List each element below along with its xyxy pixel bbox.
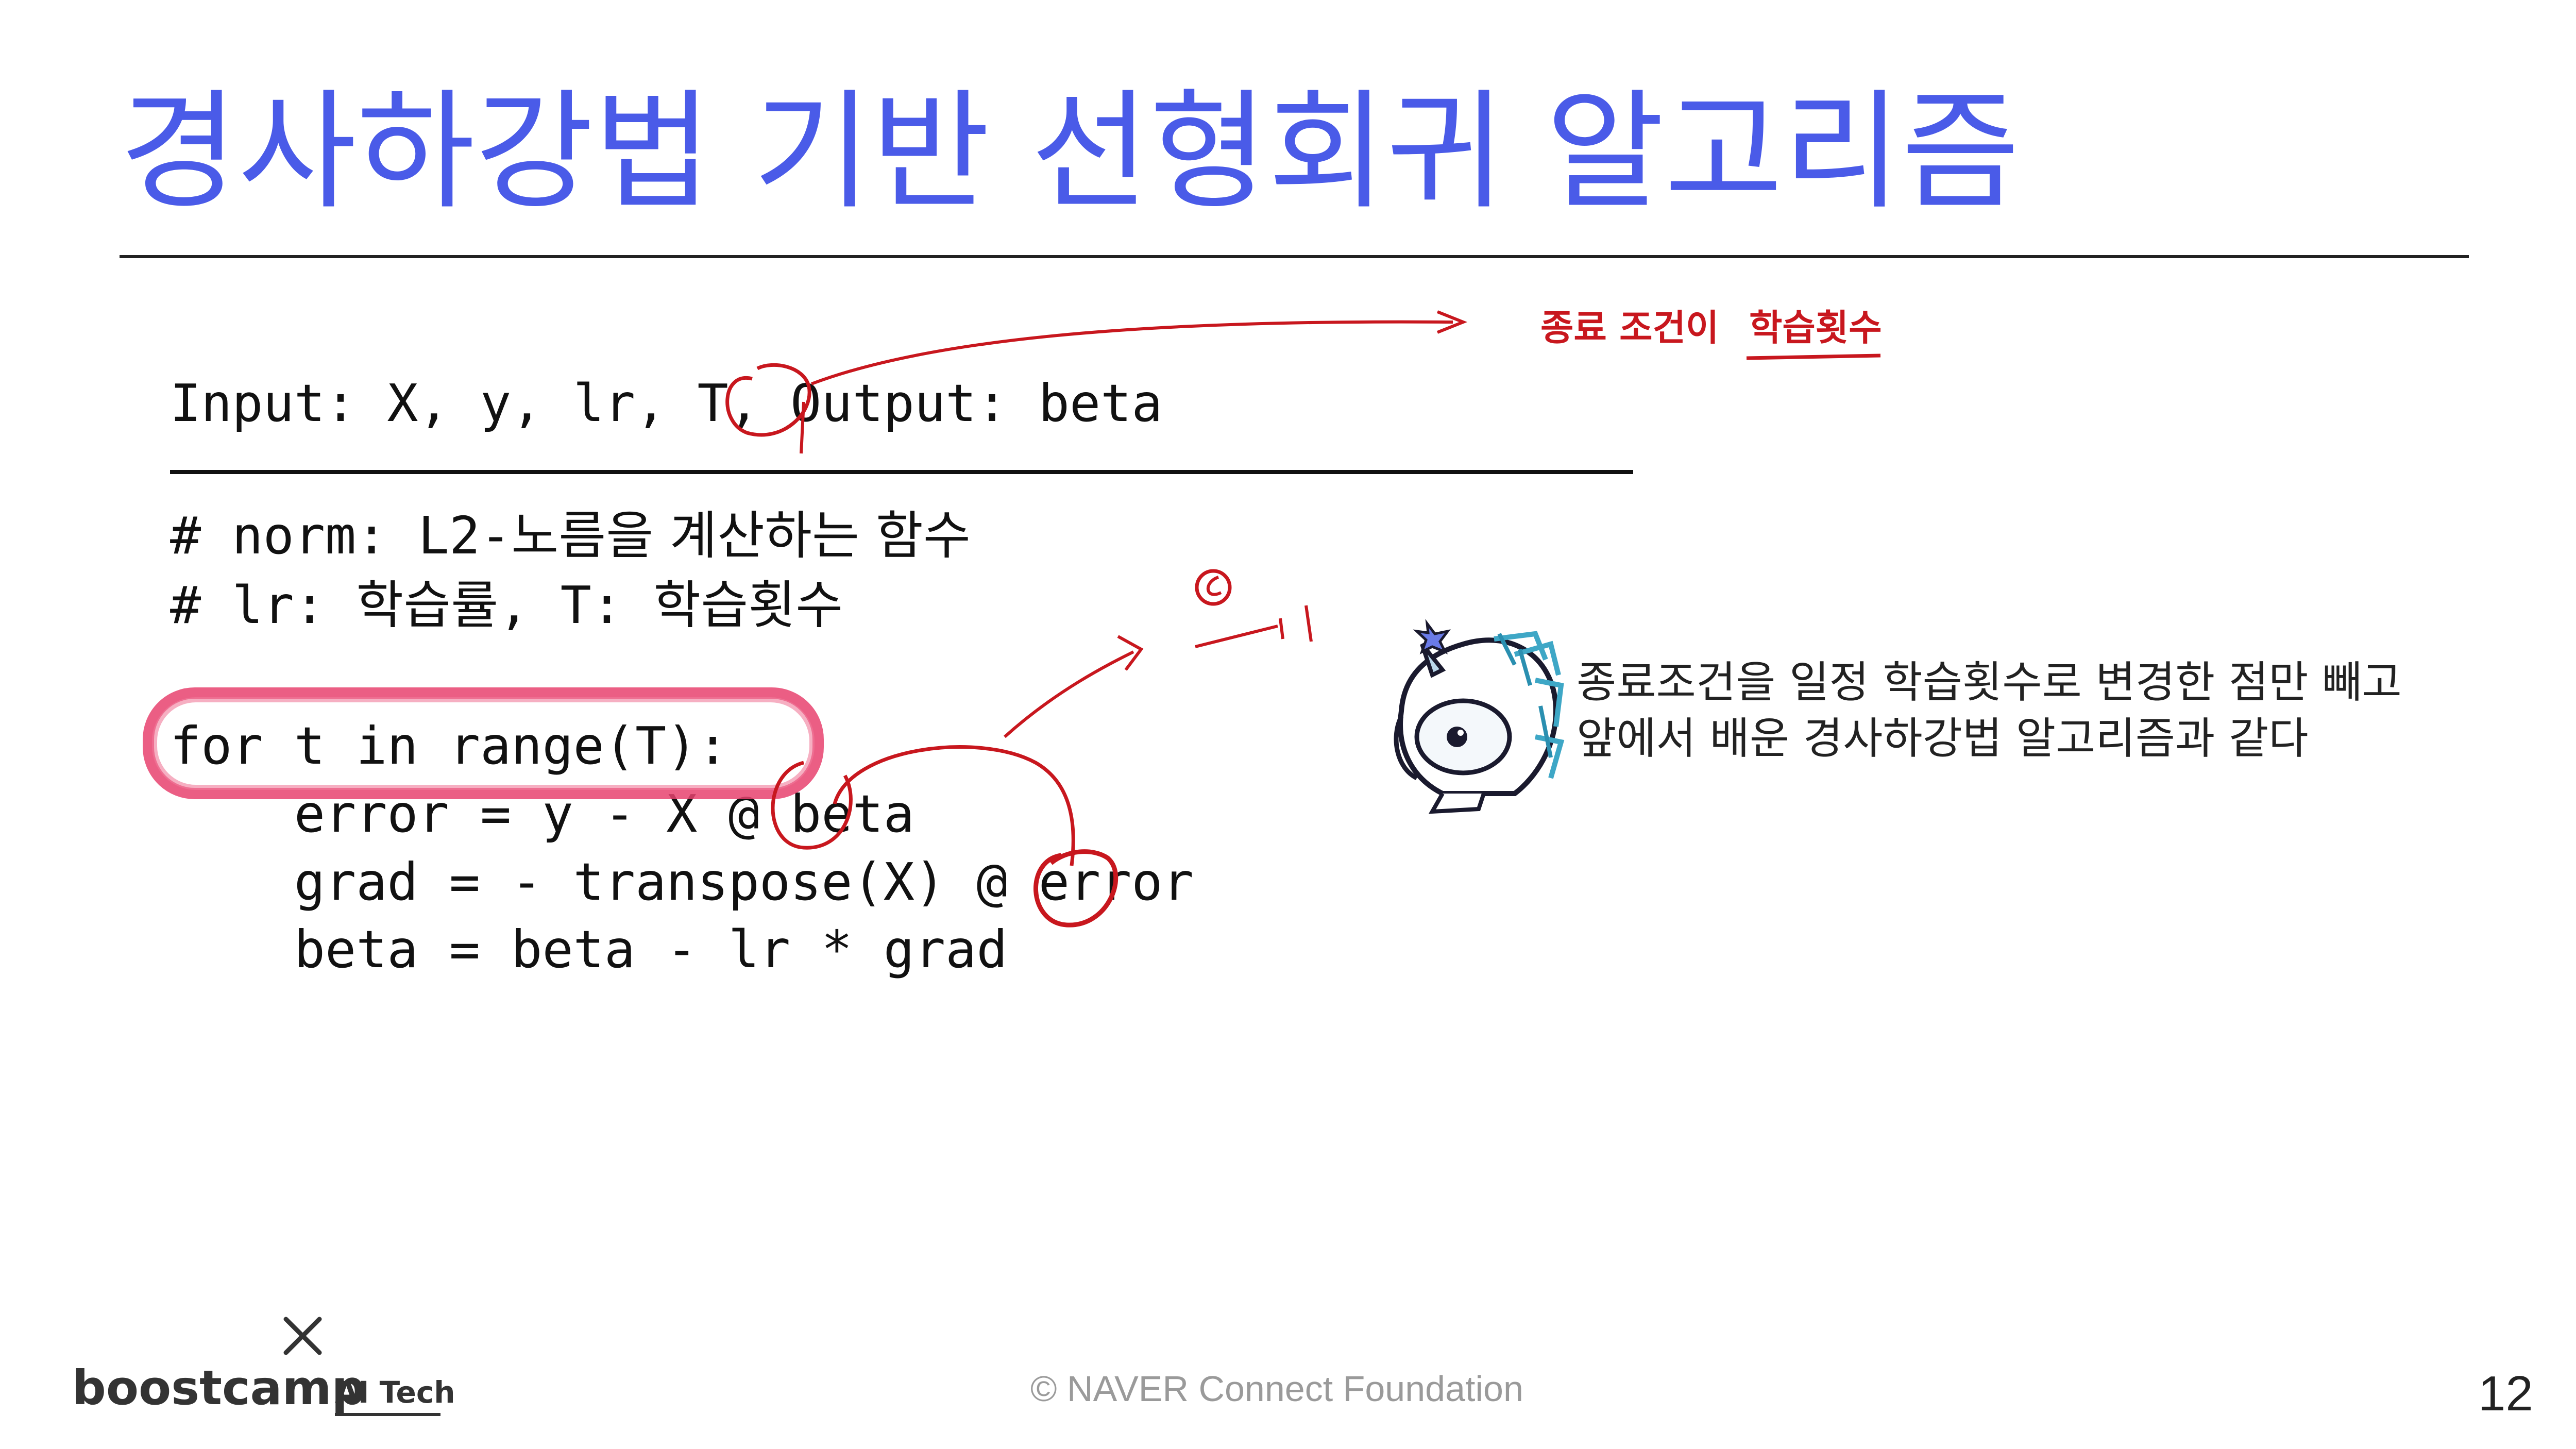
page-number: 12 [2478,1366,2533,1421]
code-line-error: error = y - X @ beta [170,784,914,844]
hand-at-symbol [1195,569,1232,606]
boostcamp-unicorn-mascot [1394,619,1565,814]
code-loop: for t in range(T): [170,716,728,776]
comment-lr-mid: , T: [498,575,654,635]
comment-lr: # lr: 학습률, T: 학습횟수 [170,580,843,631]
comment-lr-text1: 학습률 [356,575,499,635]
comment-lr-text2: 학습횟수 [653,575,843,635]
handwritten-note-iterations: 학습횟수 [1749,307,1882,349]
title-divider [120,255,2469,258]
comment-norm: # norm: L2-노름을 계산하는 함수 [170,510,971,562]
callout-line-1: 종료조건을 일정 학습횟수로 변경한 점만 빼고 [1577,657,2402,707]
hand-dash [1195,625,1278,648]
footer-copyright: © NAVER Connect Foundation [1030,1369,1523,1409]
ai-tech-underline [335,1413,440,1416]
ai-tech-label: AI Tech [335,1375,455,1410]
boostcamp-logo: boostcamp [72,1360,366,1416]
callout-line-2: 앞에서 배운 경사하강법 알고리즘과 같다 [1577,713,2309,764]
arrow-loop-head [1117,635,1144,671]
note-underline [1746,353,1881,360]
handwritten-note-stop-condition: 종료 조건이 [1540,307,1719,349]
slide-title: 경사하강법 기반 선형회귀 알고리즘 [120,77,2020,227]
code-line-beta: beta = beta - lr * grad [170,919,1008,980]
code-divider [170,470,1633,474]
hand-at-tail [1206,576,1222,596]
hand-tick-2 [1304,605,1313,642]
callout-text: 종료조건을 일정 학습횟수로 변경한 점만 빼고 앞에서 배운 경사하강법 알고… [1577,654,2402,767]
x-mark-icon [283,1317,322,1355]
arrow-loop-up [1003,650,1134,738]
code-line-grad: grad = - transpose(X) @ error [170,852,1194,912]
comment-lr-prefix: # lr: [170,575,357,635]
algorithm-signature: Input: X, y, lr, T, Output: beta [170,373,1163,433]
hand-tick-1 [1279,618,1284,639]
arrow-t-head [1436,310,1468,334]
comment-norm-text: 노름을 계산하는 함수 [511,506,971,566]
comment-norm-prefix: # norm: L2- [170,506,512,566]
